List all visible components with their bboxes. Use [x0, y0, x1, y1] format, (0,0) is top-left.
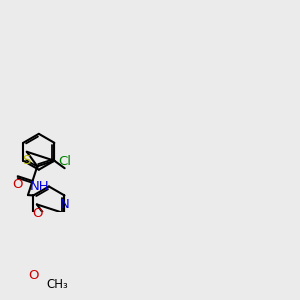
Text: Cl: Cl	[58, 155, 71, 168]
Text: NH: NH	[30, 180, 49, 193]
Text: O: O	[12, 178, 22, 191]
Text: S: S	[22, 154, 31, 166]
Text: O: O	[28, 268, 39, 282]
Text: CH₃: CH₃	[46, 278, 68, 291]
Text: O: O	[32, 206, 43, 220]
Text: N: N	[60, 198, 70, 211]
